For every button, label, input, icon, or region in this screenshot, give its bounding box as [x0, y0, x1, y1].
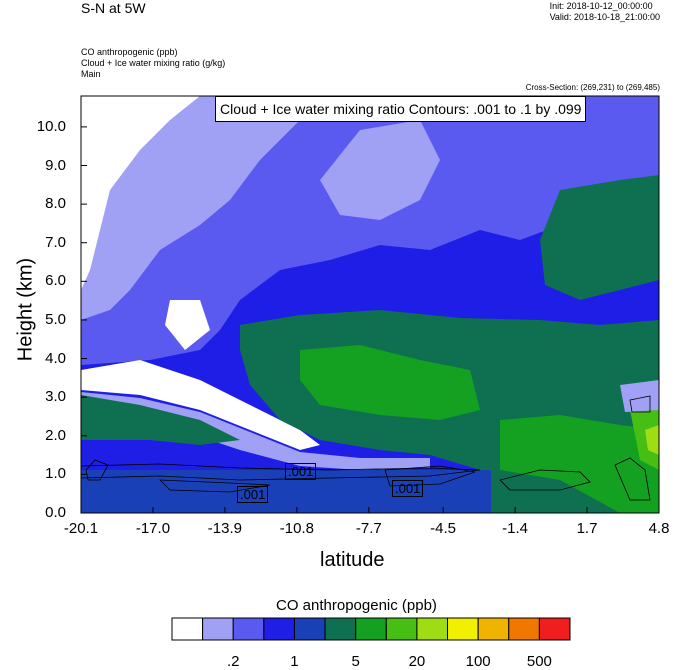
- colorbar-swatch: [232, 617, 265, 641]
- plot-title: S-N at 5W: [81, 0, 146, 16]
- y-tick-label: 7.0: [45, 233, 66, 251]
- colorbar-swatch: [508, 617, 540, 641]
- y-tick-label: 5.0: [45, 310, 66, 328]
- y-tick-label: 3.0: [45, 388, 66, 406]
- x-tick-label: -20.1: [63, 520, 99, 537]
- x-axis-label: latitude: [320, 549, 385, 571]
- colorbar-swatch: [477, 617, 510, 641]
- colorbar-swatch: [538, 617, 571, 641]
- colorbar-label: 5: [351, 653, 360, 670]
- colorbar-swatch: [416, 617, 449, 641]
- field-main: Main: [81, 69, 101, 79]
- init-time: Init: 2018-10-12_00:00:00: [549, 1, 653, 11]
- contour-label: .001: [237, 486, 269, 503]
- field-region-green-right: [500, 415, 659, 513]
- y-tick-label: 6.0: [45, 272, 66, 290]
- field-list: CO anthropogenic (ppb) Cloud + Ice water…: [81, 47, 225, 80]
- colorbar-title: CO anthropogenic (ppb): [276, 597, 437, 614]
- colorbar-swatch: [355, 617, 387, 641]
- y-tick-label: 10.0: [36, 117, 66, 135]
- colorbar-swatch: [293, 617, 326, 641]
- colorbar-swatch: [324, 617, 357, 641]
- x-tick-label: -7.7: [355, 520, 382, 537]
- y-tick-label: 9.0: [45, 156, 66, 174]
- x-tick-label: 4.8: [648, 520, 670, 537]
- colorbar-label: 20: [408, 653, 426, 670]
- contour-label: .001: [285, 463, 317, 480]
- x-tick-label: -10.8: [279, 520, 314, 537]
- time-info: Init: 2018-10-12_00:00:00 Valid: 2018-10…: [550, 1, 660, 23]
- field-co: CO anthropogenic (ppb): [81, 47, 178, 57]
- contour-info-box: Cloud + Ice water mixing ratio Contours:…: [215, 96, 587, 122]
- cross-section-info: Cross-Section: (269,231) to (269,485): [525, 83, 660, 92]
- axis-ticks: [80, 126, 660, 514]
- colorbar-label: .2: [226, 653, 240, 670]
- field-region-white-band: [81, 360, 320, 450]
- x-tick-label: -4.5: [430, 520, 457, 537]
- colorbar-swatch: [263, 617, 295, 641]
- field-region-yellow-green: [645, 425, 659, 455]
- y-tick-label: 4.0: [45, 349, 66, 367]
- field-region-green: [300, 345, 480, 420]
- colorbar-label: 100: [465, 653, 491, 670]
- field-region-teal-right: [540, 175, 659, 300]
- x-tick-label: -1.4: [502, 520, 528, 537]
- colorbar-label: 500: [526, 653, 552, 670]
- field-region-right-patch: [620, 380, 659, 412]
- colorbar-swatch: [171, 617, 204, 641]
- x-tick-label: -17.0: [135, 520, 171, 537]
- field-region-teal-left: [81, 395, 240, 445]
- colorbar-swatch: [447, 617, 479, 641]
- field-region-light-band: [81, 392, 430, 470]
- x-tick-label: 1.7: [576, 520, 598, 537]
- field-region-light-green: [630, 400, 659, 470]
- y-tick-label: 2.0: [45, 426, 66, 444]
- field-region-white-top: [81, 96, 200, 290]
- colorbar-swatch: [202, 617, 234, 641]
- x-tick-label: -13.9: [207, 520, 242, 537]
- cloud-contours: [81, 395, 651, 501]
- y-tick-label: 8.0: [45, 195, 66, 213]
- y-tick-label: 0.0: [45, 504, 66, 521]
- field-cloud: Cloud + Ice water mixing ratio (g/kg): [81, 58, 226, 68]
- field-region-white-patch: [165, 300, 210, 350]
- colorbar: [171, 617, 571, 641]
- colorbar-swatch: [385, 617, 418, 641]
- contour-label: .001: [392, 480, 424, 497]
- colorbar-label: 1: [290, 653, 299, 670]
- field-region-light-patch: [320, 120, 440, 220]
- y-tick-label: 1.0: [45, 465, 66, 483]
- valid-time: Valid: 2018-10-18_21:00:00: [549, 12, 660, 22]
